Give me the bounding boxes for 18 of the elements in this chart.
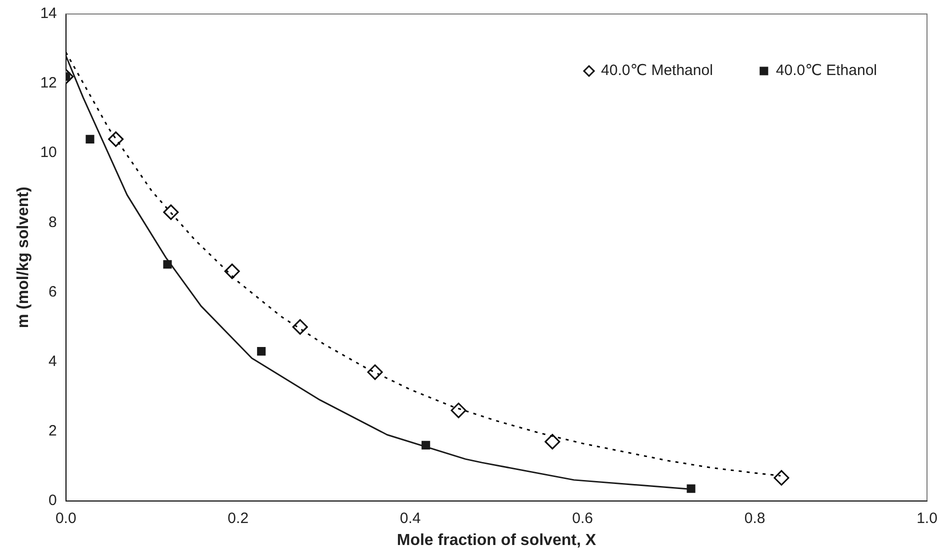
x-tick-label: 0.2 — [228, 510, 249, 527]
x-tick-label: 0.0 — [55, 510, 76, 527]
y-tick-label: 14 — [40, 5, 57, 22]
legend-label: 40.0℃ Methanol — [601, 62, 713, 80]
y-tick-label: 8 — [48, 214, 57, 231]
x-tick-label: 0.4 — [400, 510, 421, 527]
y-tick-label: 6 — [48, 283, 57, 300]
y-tick-label: 0 — [48, 492, 57, 509]
x-tick-label: 1.0 — [916, 510, 938, 527]
y-tick-label: 10 — [40, 144, 57, 162]
x-axis-title: Mole fraction of solvent, X — [396, 532, 596, 549]
y-tick-label: 4 — [48, 352, 57, 370]
y-tick-label: 2 — [48, 422, 57, 440]
legend-label: 40.0℃ Ethanol — [776, 62, 878, 80]
x-tick-label: 0.6 — [572, 510, 593, 527]
y-tick-label: 12 — [40, 74, 57, 92]
x-tick-label: 0.8 — [744, 510, 766, 527]
y-axis-title: m (mol/kg solvent) — [15, 186, 32, 328]
